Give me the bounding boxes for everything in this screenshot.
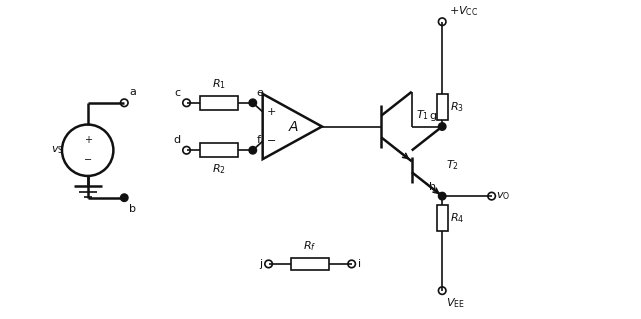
Text: A: A: [288, 120, 298, 134]
Text: $R_2$: $R_2$: [212, 162, 226, 176]
Circle shape: [438, 192, 446, 200]
Circle shape: [438, 123, 446, 130]
Circle shape: [249, 99, 256, 107]
Text: +: +: [267, 107, 276, 117]
Text: g: g: [429, 111, 437, 121]
Text: d: d: [174, 135, 181, 145]
Text: $R_4$: $R_4$: [450, 211, 464, 225]
Bar: [201, 143, 238, 157]
Text: a: a: [129, 87, 136, 97]
Text: $V_{\rm EE}$: $V_{\rm EE}$: [446, 297, 465, 310]
Bar: [201, 96, 238, 110]
Text: $T_1$: $T_1$: [416, 108, 429, 122]
Text: $+V_{\rm CC}$: $+V_{\rm CC}$: [449, 4, 478, 18]
Circle shape: [121, 194, 128, 202]
Text: h: h: [429, 182, 437, 192]
Text: $R_3$: $R_3$: [450, 100, 464, 114]
Text: i: i: [358, 259, 361, 269]
Text: j: j: [260, 259, 263, 269]
Text: $R_1$: $R_1$: [212, 77, 226, 91]
Text: $T_2$: $T_2$: [446, 158, 459, 172]
Text: $v_{\rm O}$: $v_{\rm O}$: [495, 190, 510, 202]
Bar: [437, 205, 447, 231]
Text: c: c: [174, 88, 181, 98]
Bar: [292, 257, 329, 271]
Text: f: f: [257, 135, 261, 145]
Text: b: b: [129, 204, 136, 214]
Text: $R_f$: $R_f$: [303, 239, 317, 253]
Bar: [437, 94, 447, 120]
Text: +: +: [84, 135, 92, 145]
Text: e: e: [257, 88, 263, 98]
Circle shape: [249, 146, 256, 154]
Text: $v_{\rm S}$: $v_{\rm S}$: [51, 144, 65, 156]
Text: −: −: [83, 155, 92, 165]
Text: −: −: [267, 136, 276, 146]
